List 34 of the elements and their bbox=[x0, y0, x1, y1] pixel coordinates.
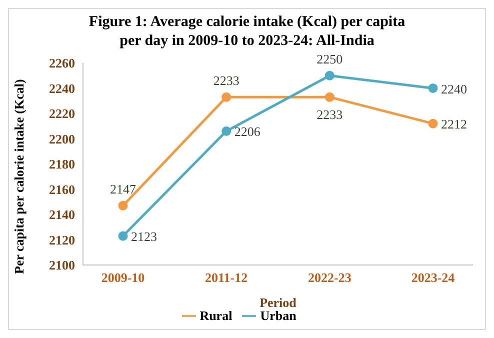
y-tick-label: 2200 bbox=[49, 131, 75, 146]
point bbox=[428, 84, 438, 93]
y-tick-label: 2240 bbox=[49, 80, 75, 96]
y-axis-title: Per capita per calorie intake (Kcal) bbox=[12, 79, 27, 274]
data-label: 2212 bbox=[441, 116, 467, 132]
point bbox=[222, 126, 232, 136]
point bbox=[222, 92, 232, 102]
x-axis-title: Period bbox=[260, 295, 298, 310]
x-tick-label: 2023-24 bbox=[411, 270, 456, 286]
y-tick-label: 2260 bbox=[49, 56, 75, 71]
legend-label: Urban bbox=[260, 308, 296, 323]
legend-label: Rural bbox=[200, 308, 232, 323]
point bbox=[324, 92, 334, 102]
y-tick-label: 2180 bbox=[49, 156, 75, 172]
x-tick-label: 2022-23 bbox=[308, 270, 352, 286]
x-tick-label: 2009-10 bbox=[101, 270, 145, 286]
y-tick-label: 2120 bbox=[49, 232, 75, 248]
data-label: 2233 bbox=[213, 73, 240, 88]
data-label: 2123 bbox=[131, 228, 157, 244]
y-tick-label: 2140 bbox=[49, 207, 75, 222]
y-tick-label: 2100 bbox=[49, 258, 75, 273]
data-label: 2240 bbox=[441, 81, 467, 96]
point bbox=[118, 200, 128, 210]
point bbox=[118, 231, 128, 241]
data-label: 2147 bbox=[110, 182, 136, 197]
data-label: 2250 bbox=[316, 52, 343, 67]
y-tick-label: 2220 bbox=[49, 106, 75, 122]
data-label: 2233 bbox=[316, 107, 343, 122]
chart-title: Figure 1: Average calorie intake (Kcal) per capita per day in 2009-10 to 2023-24: All-India bbox=[88, 13, 406, 51]
x-tick-label: 2011-12 bbox=[205, 270, 248, 286]
point bbox=[324, 70, 334, 80]
y-tick-label: 2160 bbox=[49, 182, 75, 197]
point bbox=[428, 118, 438, 128]
data-label: 2206 bbox=[234, 124, 261, 140]
